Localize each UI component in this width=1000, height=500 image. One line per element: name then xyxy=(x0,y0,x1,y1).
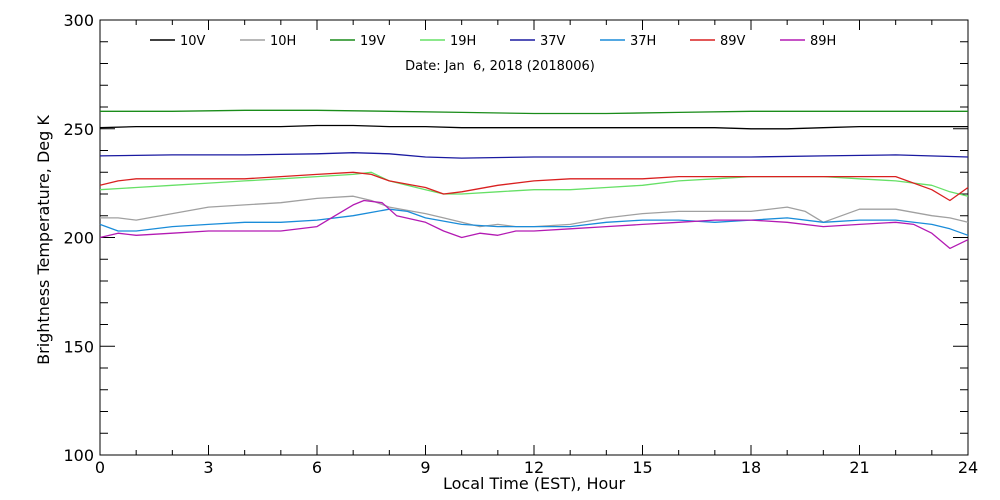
y-tick-label: 300 xyxy=(63,11,94,30)
series-line-19v xyxy=(100,109,968,115)
series-line-37v xyxy=(99,152,969,159)
chart-subtitle: Date: Jan 6, 2018 (2018006) xyxy=(405,59,595,74)
legend-label-37h: 37H xyxy=(630,34,656,49)
series-lines xyxy=(99,109,969,250)
axis-ticks xyxy=(99,19,969,456)
plot-frame xyxy=(99,19,969,456)
y-tick-label: 250 xyxy=(63,120,94,139)
x-tick-label: 18 xyxy=(741,458,761,477)
legend-label-19v: 19V xyxy=(360,34,386,49)
x-tick-label: 24 xyxy=(958,458,978,477)
series-line-19h xyxy=(99,171,969,197)
legend: 10V 10H 19V 19H 37V 37H 89V 89H xyxy=(150,34,836,49)
legend-label-19h: 19H xyxy=(450,34,476,49)
x-tick-label: 6 xyxy=(312,458,322,477)
legend-label-10v: 10V xyxy=(180,34,206,49)
legend-label-37v: 37V xyxy=(540,34,566,49)
y-tick-label: 200 xyxy=(63,229,94,248)
x-tick-label: 21 xyxy=(849,458,869,477)
legend-label-10h: 10H xyxy=(270,34,296,49)
y-tick-label: 150 xyxy=(63,337,94,356)
x-tick-label: 0 xyxy=(95,458,105,477)
y-tick-label: 100 xyxy=(63,446,94,465)
axis-tick-labels: 0 3 6 9 12 15 18 21 24 100 150 200 250 300 xyxy=(63,11,978,477)
y-axis-title: Brightness Temperature, Deg K xyxy=(34,115,53,365)
x-axis-title: Local Time (EST), Hour xyxy=(443,474,625,493)
series-line-10h xyxy=(100,195,969,228)
x-tick-label: 15 xyxy=(632,458,652,477)
x-tick-label: 3 xyxy=(203,458,213,477)
x-tick-label: 9 xyxy=(420,458,430,477)
series-line-89h xyxy=(99,199,969,250)
series-line-37h xyxy=(99,208,969,236)
x-tick-label: 12 xyxy=(524,458,544,477)
series-line-10v xyxy=(99,124,968,130)
legend-label-89h: 89H xyxy=(810,34,836,49)
legend-label-89v: 89V xyxy=(720,34,746,49)
series-line-89v xyxy=(99,171,969,202)
